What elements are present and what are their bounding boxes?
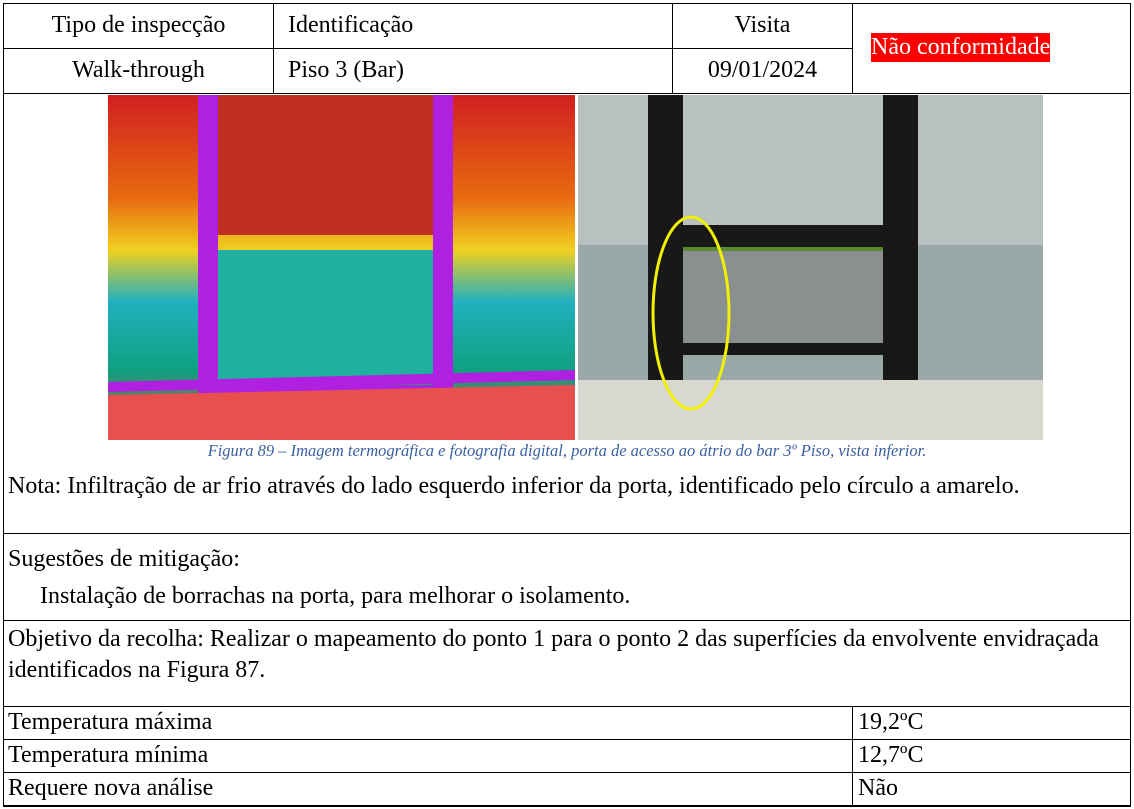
label: Visita: [734, 12, 791, 38]
photo: [578, 95, 1043, 440]
mitigation-item: Instalação de borrachas na porta, para m…: [40, 583, 631, 609]
label: Tipo de inspecção: [51, 12, 226, 38]
row-label: Requere nova análise: [8, 775, 214, 801]
objective: Objetivo da recolha: Realizar o mapeamen…: [8, 626, 1099, 683]
label: Identificação: [288, 12, 414, 38]
status-badge: Não conformidade: [871, 33, 1051, 62]
value: 09/01/2024: [707, 57, 818, 83]
row-value: 19,2ºC: [858, 709, 924, 735]
note: Nota: Infiltração de ar frio através do …: [8, 473, 1020, 499]
row-value: Não: [858, 775, 898, 801]
row-label: Temperatura mínima: [8, 742, 209, 768]
value: Piso 3 (Bar): [288, 57, 404, 83]
row-value: 12,7ºC: [858, 742, 924, 768]
cell: [852, 772, 1131, 806]
row-label: Temperatura máxima: [8, 709, 213, 735]
figure-caption: Figura 89 – Imagem termográfica e fotogr…: [207, 441, 927, 460]
value: Walk-through: [72, 57, 205, 83]
mitigation-title: Sugestões de mitigação:: [8, 546, 240, 572]
thermal-image: [108, 95, 575, 440]
